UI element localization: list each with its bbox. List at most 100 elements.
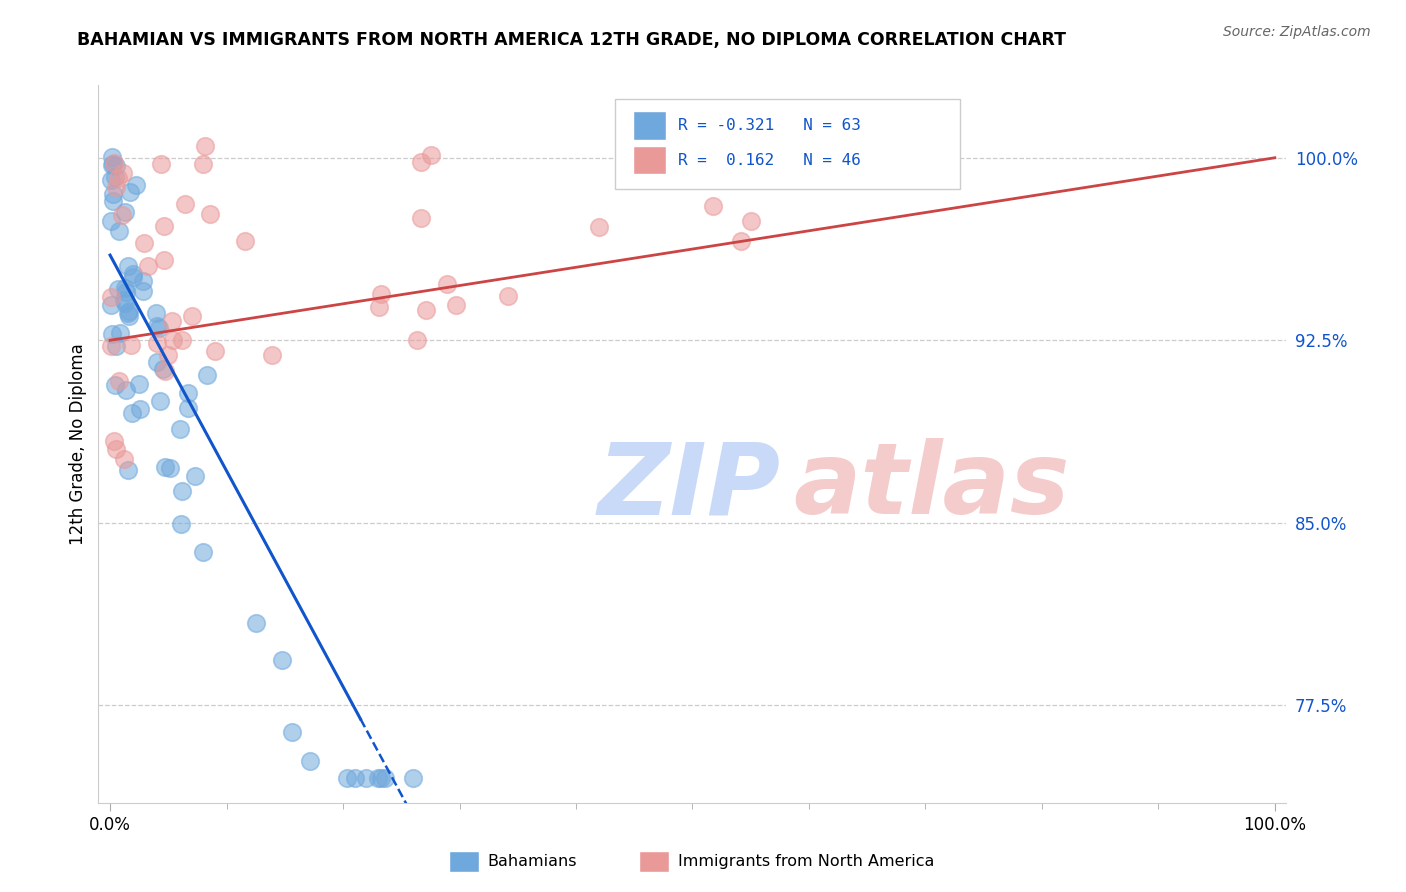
- Point: [336, 772, 359, 786]
- Point: [198, 206, 221, 220]
- Point: [409, 154, 432, 169]
- Point: [419, 148, 441, 162]
- Text: BAHAMIAN VS IMMIGRANTS FROM NORTH AMERICA 12TH GRADE, NO DIPLOMA CORRELATION CHA: BAHAMIAN VS IMMIGRANTS FROM NORTH AMERIC…: [77, 31, 1066, 49]
- Point: [104, 442, 127, 457]
- Point: [114, 280, 136, 294]
- Point: [159, 461, 181, 475]
- Point: [118, 185, 141, 199]
- Point: [101, 158, 124, 172]
- Point: [132, 285, 155, 299]
- Point: [853, 138, 876, 153]
- Point: [260, 348, 283, 362]
- Point: [118, 304, 141, 318]
- Point: [100, 290, 122, 304]
- Point: [373, 772, 395, 786]
- Point: [740, 214, 762, 228]
- Point: [101, 194, 124, 208]
- Point: [121, 269, 143, 284]
- Point: [136, 260, 159, 274]
- Point: [702, 199, 724, 213]
- Point: [104, 159, 127, 173]
- Point: [149, 394, 172, 409]
- Point: [181, 309, 204, 323]
- Point: [195, 368, 218, 382]
- Point: [160, 314, 183, 328]
- Point: [174, 197, 197, 211]
- Point: [112, 166, 135, 180]
- Point: [409, 211, 432, 226]
- Point: [112, 452, 135, 467]
- Point: [117, 259, 139, 273]
- Point: [114, 205, 136, 219]
- Point: [101, 157, 124, 171]
- Point: [152, 362, 174, 376]
- Point: [104, 170, 127, 185]
- Point: [107, 171, 129, 186]
- Point: [177, 401, 200, 416]
- Point: [149, 157, 172, 171]
- Point: [115, 383, 138, 397]
- Point: [245, 616, 267, 631]
- Bar: [449, 851, 478, 872]
- Point: [108, 326, 131, 341]
- Point: [125, 178, 148, 192]
- Point: [157, 348, 180, 362]
- Text: R =  0.162   N = 46: R = 0.162 N = 46: [678, 153, 860, 168]
- Point: [146, 336, 169, 351]
- Point: [402, 772, 425, 786]
- Point: [367, 772, 389, 786]
- Point: [118, 310, 141, 324]
- Point: [120, 338, 142, 352]
- Text: atlas: atlas: [793, 438, 1070, 535]
- Point: [114, 296, 136, 310]
- Point: [436, 277, 458, 292]
- Point: [103, 434, 125, 449]
- Point: [101, 150, 124, 164]
- Point: [104, 179, 127, 194]
- Point: [169, 422, 191, 436]
- Text: Source: ZipAtlas.com: Source: ZipAtlas.com: [1223, 25, 1371, 39]
- Point: [146, 318, 169, 333]
- Point: [111, 208, 134, 222]
- Point: [122, 267, 145, 281]
- Point: [170, 517, 193, 532]
- Point: [108, 224, 131, 238]
- Point: [121, 406, 143, 420]
- Point: [153, 364, 176, 378]
- Point: [100, 173, 122, 187]
- Point: [370, 287, 392, 301]
- Text: Immigrants from North America: Immigrants from North America: [678, 855, 935, 869]
- Point: [115, 285, 138, 299]
- Y-axis label: 12th Grade, No Diploma: 12th Grade, No Diploma: [69, 343, 87, 545]
- Point: [117, 463, 139, 477]
- Point: [496, 289, 519, 303]
- Point: [107, 282, 129, 296]
- Point: [370, 772, 392, 786]
- Point: [281, 724, 304, 739]
- Point: [114, 293, 136, 307]
- Point: [183, 469, 205, 483]
- Point: [103, 155, 125, 169]
- Point: [153, 459, 176, 474]
- Point: [117, 306, 139, 320]
- Point: [177, 386, 200, 401]
- Bar: [633, 112, 666, 140]
- Point: [108, 374, 131, 388]
- Point: [172, 334, 194, 348]
- Point: [730, 234, 752, 248]
- Point: [446, 298, 468, 312]
- Point: [354, 772, 377, 786]
- Point: [271, 652, 294, 666]
- Point: [148, 321, 170, 335]
- Point: [193, 157, 215, 171]
- Point: [588, 219, 610, 234]
- Point: [343, 772, 366, 786]
- Point: [100, 214, 122, 228]
- Point: [153, 219, 176, 233]
- Point: [100, 326, 122, 341]
- FancyBboxPatch shape: [616, 99, 960, 189]
- Point: [104, 339, 127, 353]
- Point: [128, 377, 150, 392]
- Point: [204, 344, 226, 359]
- Point: [128, 402, 150, 417]
